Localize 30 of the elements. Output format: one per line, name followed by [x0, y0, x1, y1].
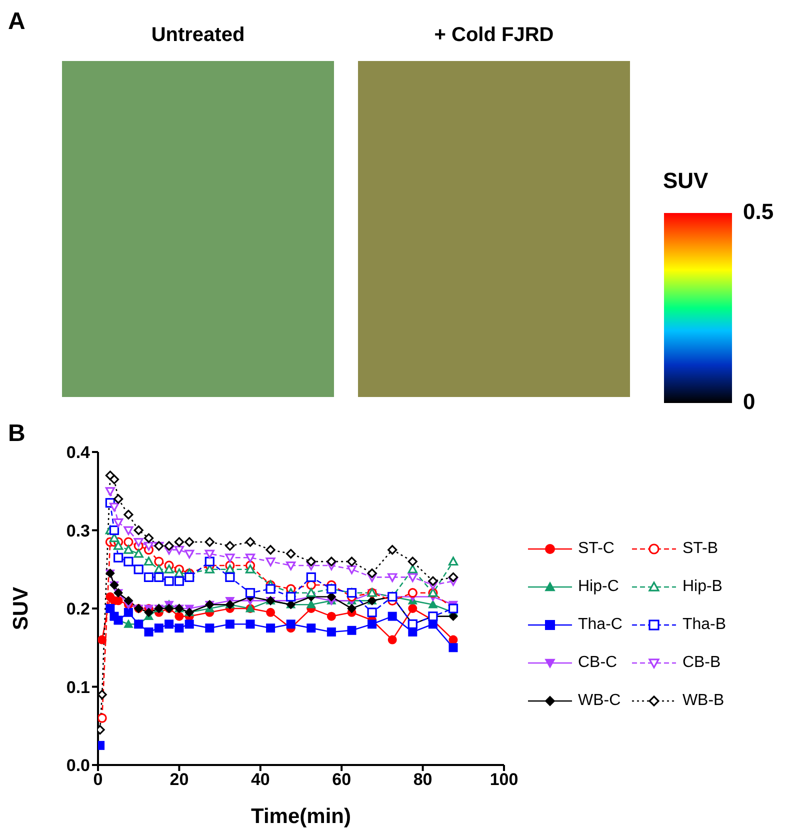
- x-axis-title: Time(min): [251, 805, 351, 828]
- x-tick-label: 20: [170, 770, 189, 790]
- y-tick-label: 0.3: [66, 521, 90, 540]
- text: Untreated: [150, 24, 246, 47]
- legend-label: WB-C: [578, 692, 621, 710]
- y-tick-label: 0.2: [66, 600, 90, 619]
- x-tick-label: 40: [250, 770, 270, 790]
- legend-label: Tha-C: [578, 616, 622, 634]
- color-bar-title: SUV: [663, 168, 708, 194]
- text: 0.5: [743, 198, 774, 224]
- legend-label: ST-B: [682, 540, 718, 558]
- legend-label: WB-B: [682, 692, 724, 710]
- y-tick-label: 0.4: [66, 443, 91, 462]
- x-tick-label: 80: [413, 770, 432, 790]
- y-tick-label: 0.0: [66, 756, 90, 776]
- legend-label: Hip-C: [578, 578, 619, 596]
- x-tick-label: 60: [332, 770, 352, 790]
- text: A: [8, 8, 26, 36]
- legend-label: CB-C: [578, 654, 618, 672]
- text: + Cold FJRD: [433, 24, 555, 47]
- y-axis-title: SUV: [9, 586, 32, 630]
- legend-label: CB-B: [682, 654, 721, 672]
- y-tick-label: 0.1: [66, 678, 90, 697]
- legend-label: Tha-B: [682, 616, 726, 634]
- text: 0: [743, 388, 756, 414]
- legend-label: ST-C: [578, 540, 614, 558]
- chart-title: B: [8, 420, 26, 448]
- legend-label: Hip-B: [682, 578, 722, 596]
- x-tick-label: 0: [93, 770, 103, 790]
- x-tick-label: 100: [490, 770, 518, 790]
